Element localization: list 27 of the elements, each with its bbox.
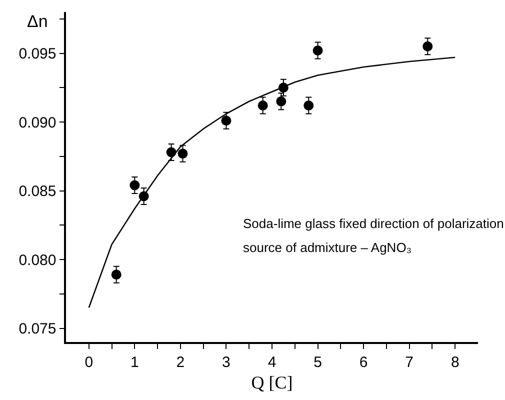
x-tick-label: 1: [130, 354, 139, 371]
point: [111, 270, 122, 280]
point: [130, 180, 140, 190]
point: [258, 100, 268, 110]
y-tick-label: 0.075: [18, 320, 56, 338]
x-tick-label: 6: [359, 354, 368, 371]
x-tick-label: 7: [405, 354, 414, 371]
point: [422, 41, 433, 52]
y-tick-label: 0.085: [18, 183, 56, 200]
point: [304, 100, 314, 110]
annotation: source of admixture – AgNO₃: [243, 240, 412, 255]
x-tick-label: 8: [450, 354, 460, 371]
point: [178, 148, 188, 159]
x-tick-label: 0: [84, 354, 94, 371]
x-axis-title: Q [C]: [251, 372, 293, 392]
y-tick-label: 0.080: [18, 252, 56, 269]
point: [221, 116, 232, 126]
y-tick-label: 0.090: [18, 114, 56, 132]
point: [312, 46, 323, 56]
x-tick-label: 2: [176, 354, 185, 371]
annotation: Soda-lime glass fixed direction of polarization: [243, 216, 504, 231]
y-tick-label: 0.095: [18, 46, 56, 62]
x-tick-label: 4: [268, 354, 276, 371]
x-tick-label: 5: [314, 354, 322, 371]
x-tick-label: 3: [222, 354, 230, 371]
y-axis-title: Δn: [27, 12, 48, 31]
point: [276, 96, 286, 106]
